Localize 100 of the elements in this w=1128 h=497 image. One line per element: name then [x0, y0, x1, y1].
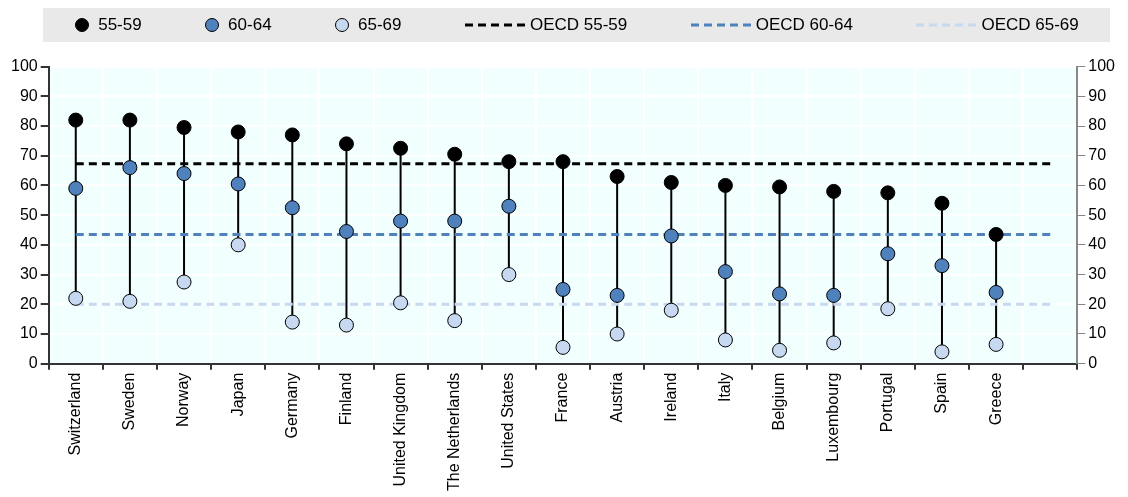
y-tick-label: 30 — [1088, 264, 1107, 282]
point — [122, 112, 138, 128]
point — [555, 154, 571, 170]
y-tick-label: 80 — [1088, 116, 1107, 134]
point — [663, 302, 679, 318]
x-tick-label: Japan — [228, 372, 246, 417]
point — [447, 313, 463, 329]
point — [230, 124, 246, 140]
y-tick-label: 50 — [1088, 205, 1107, 223]
point — [122, 293, 138, 309]
y-tick-label: 60 — [1088, 175, 1107, 193]
point — [393, 213, 409, 229]
point — [988, 336, 1004, 352]
point — [880, 246, 896, 262]
x-tick-label: Portugal — [878, 372, 896, 433]
x-tick-label: Italy — [715, 372, 733, 403]
x-tick-label: Switzerland — [66, 372, 84, 456]
y-tick-label: 20 — [1088, 294, 1107, 312]
point — [176, 120, 192, 136]
point — [501, 267, 517, 283]
y2-tick-label: 100 — [10, 57, 38, 75]
point — [555, 281, 571, 297]
point — [717, 264, 733, 280]
y2-tick-label: 60 — [19, 175, 38, 193]
point — [717, 177, 733, 193]
y2-tick-label: 10 — [19, 324, 38, 342]
point — [393, 295, 409, 311]
point — [988, 284, 1004, 300]
legend-label: OECD 55-59 — [529, 15, 628, 35]
point — [338, 224, 354, 239]
point — [934, 344, 950, 360]
point — [68, 290, 84, 306]
point — [934, 195, 950, 211]
x-tick-label: Ireland — [661, 372, 679, 422]
point — [284, 127, 300, 143]
x-tick-label: France — [553, 372, 571, 423]
point — [609, 326, 625, 342]
point — [338, 317, 354, 333]
x-tick-label: Austria — [607, 372, 625, 423]
y2-tick-label: 20 — [19, 294, 38, 312]
y-tick-label: 100 — [1088, 57, 1116, 75]
point — [988, 226, 1004, 242]
y2-tick-label: 90 — [19, 86, 38, 104]
y2-tick-label: 70 — [19, 146, 38, 164]
point — [501, 198, 517, 214]
point — [230, 176, 246, 192]
point — [447, 146, 463, 162]
point — [826, 287, 842, 303]
legend-label: OECD 65-69 — [981, 15, 1079, 35]
point — [176, 166, 192, 182]
y2-tick-label: 80 — [19, 116, 38, 134]
y-tick-label: 10 — [1088, 324, 1107, 342]
x-tick-label: United States — [499, 372, 517, 469]
point — [772, 179, 788, 195]
point — [772, 342, 788, 358]
y-tick-label: 0 — [1088, 354, 1098, 372]
point — [826, 335, 842, 351]
point — [934, 258, 950, 274]
point — [880, 301, 896, 317]
x-tick-label: United Kingdom — [390, 372, 408, 487]
point — [338, 136, 354, 152]
y2-tick-label: 50 — [19, 205, 38, 223]
point — [284, 314, 300, 330]
legend-label: OECD 60-64 — [755, 15, 853, 35]
point — [772, 286, 788, 302]
y-tick-label: 90 — [1088, 86, 1107, 104]
x-tick-label: Norway — [174, 372, 192, 427]
y-tick-label: 40 — [1088, 235, 1107, 253]
point — [609, 169, 625, 185]
point — [68, 180, 84, 196]
y2-tick-label: 30 — [19, 264, 38, 282]
legend-label: 60-64 — [228, 15, 272, 35]
point — [555, 339, 571, 355]
point — [717, 332, 733, 348]
y2-tick-label: 40 — [19, 235, 38, 253]
point — [447, 213, 463, 229]
point — [393, 140, 409, 156]
legend-label: 55-59 — [98, 15, 142, 35]
point — [880, 185, 896, 201]
point — [501, 154, 517, 170]
y-tick-label: 70 — [1088, 146, 1107, 164]
point — [663, 228, 679, 244]
point — [68, 112, 84, 128]
point — [663, 174, 679, 190]
x-tick-label: Luxembourg — [824, 372, 842, 462]
point — [609, 287, 625, 303]
x-tick-label: Sweden — [120, 372, 138, 431]
point — [284, 200, 300, 216]
x-tick-label: Belgium — [769, 372, 787, 431]
y2-tick-label: 0 — [28, 354, 38, 372]
x-tick-label: Spain — [932, 372, 950, 414]
legend-label: 65-69 — [358, 15, 402, 35]
point — [230, 237, 246, 253]
point — [122, 160, 138, 176]
point — [826, 183, 842, 199]
x-tick-label: The Netherlands — [445, 372, 463, 492]
point — [176, 274, 192, 290]
x-tick-label: Greece — [986, 372, 1004, 426]
x-tick-label: Germany — [282, 372, 300, 439]
x-tick-label: Finland — [336, 372, 354, 426]
